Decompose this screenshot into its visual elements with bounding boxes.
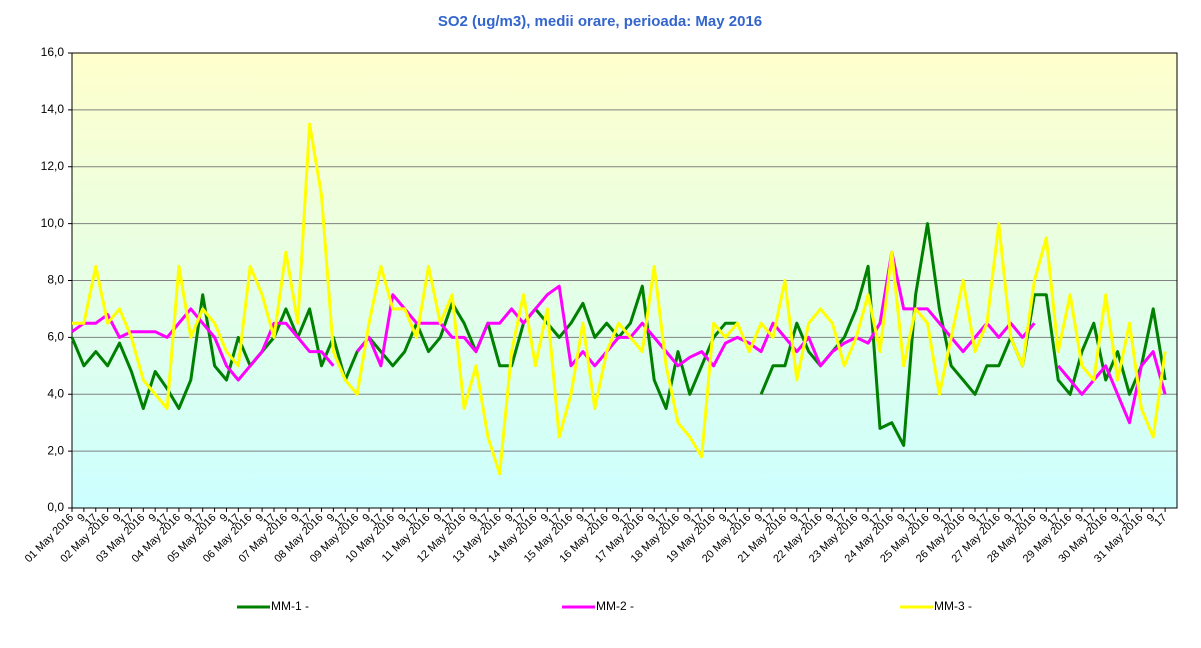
legend-label: MM-3 - (934, 599, 972, 613)
series-line (72, 122, 1167, 476)
plot-border (71, 52, 1178, 509)
chart-title: SO2 (ug/m3), medii orare, perioada: May … (438, 13, 762, 30)
y-tick-label: 10,0 (41, 216, 65, 230)
y-tick-label: 14,0 (41, 102, 65, 116)
y-tick-label: 16,0 (41, 45, 65, 59)
y-tick-label: 8,0 (47, 273, 64, 287)
x-tick-label: 17 (1152, 512, 1169, 529)
legend-label: MM-2 - (596, 599, 634, 613)
y-tick-label: 6,0 (47, 330, 64, 344)
y-tick-label: 0,0 (47, 500, 64, 514)
y-tick-label: 4,0 (47, 386, 64, 400)
series-line (71, 250, 1167, 425)
y-tick-label: 2,0 (47, 443, 64, 457)
legend-label: MM-1 - (271, 599, 309, 613)
y-tick-label: 12,0 (41, 159, 65, 173)
